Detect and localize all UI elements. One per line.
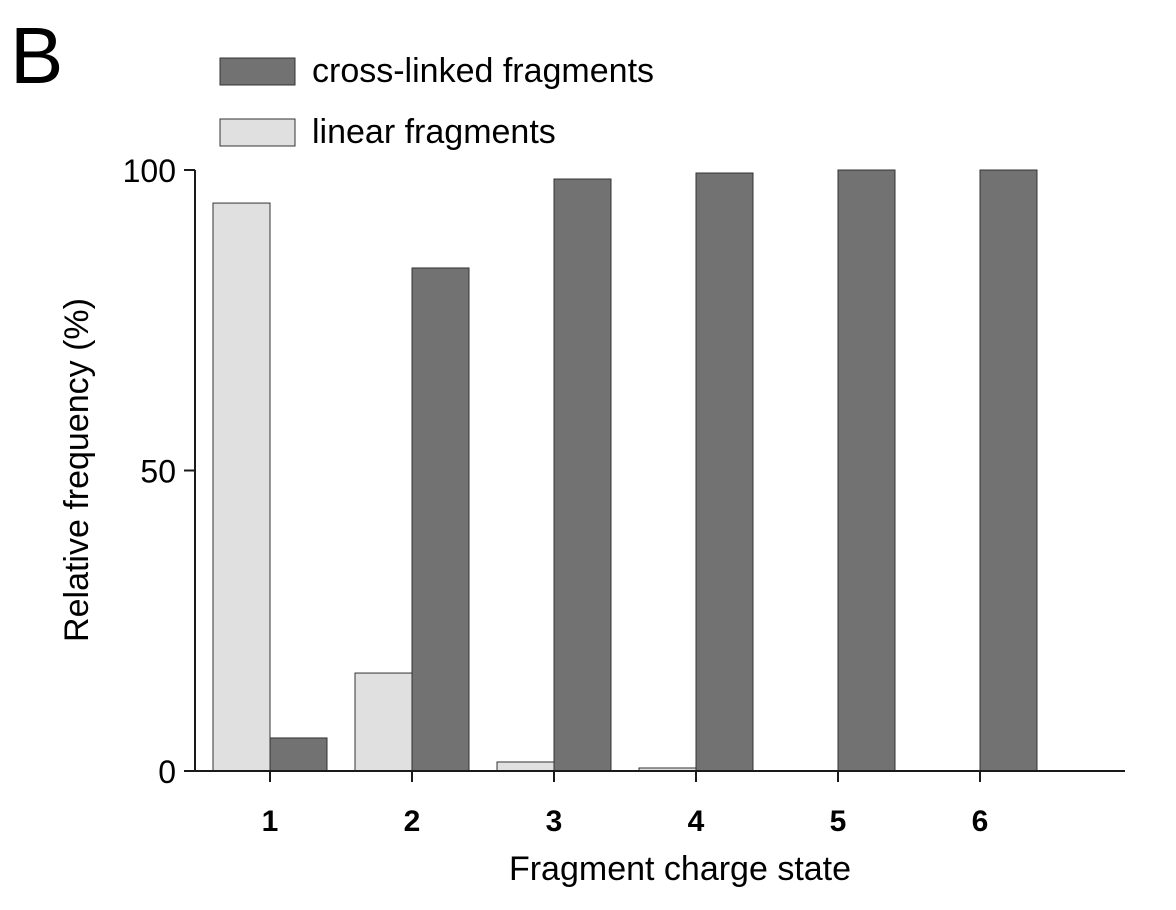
x-ticks: 1 2 3 4 5 6 — [262, 771, 989, 838]
y-axis-title: Relative frequency (%) — [58, 298, 96, 642]
legend-label-linear: linear fragments — [312, 113, 556, 151]
bars-group — [212, 169, 1038, 772]
x-tick-label-4: 4 — [688, 805, 705, 838]
bar-cross-linked-3 — [553, 178, 612, 772]
panel-label: B — [10, 11, 63, 100]
legend-swatch-cross-linked — [219, 57, 296, 86]
x-tick-label-1: 1 — [262, 805, 279, 838]
x-tick-label-5: 5 — [830, 805, 847, 838]
bar-cross-linked-4 — [695, 172, 754, 772]
bar-cross-linked-5 — [837, 169, 896, 772]
legend: cross-linked fragments linear fragments — [219, 52, 654, 151]
y-tick-label-100: 100 — [123, 153, 176, 189]
bar-linear-3 — [496, 761, 555, 772]
bar-cross-linked-2 — [411, 267, 470, 772]
bar-linear-2 — [354, 672, 413, 772]
x-tick-label-3: 3 — [546, 805, 563, 838]
bar-cross-linked-1 — [269, 737, 328, 772]
x-tick-label-6: 6 — [972, 805, 989, 838]
bar-linear-1 — [212, 202, 271, 772]
legend-swatch-linear — [219, 118, 296, 147]
bar-cross-linked-6 — [979, 169, 1038, 772]
y-ticks: 0 50 100 — [123, 153, 195, 790]
x-tick-label-2: 2 — [404, 805, 421, 838]
y-tick-label-50: 50 — [140, 454, 176, 490]
y-tick-label-0: 0 — [158, 754, 176, 790]
legend-label-cross-linked: cross-linked fragments — [312, 52, 654, 90]
x-axis-title: Fragment charge state — [509, 850, 851, 888]
